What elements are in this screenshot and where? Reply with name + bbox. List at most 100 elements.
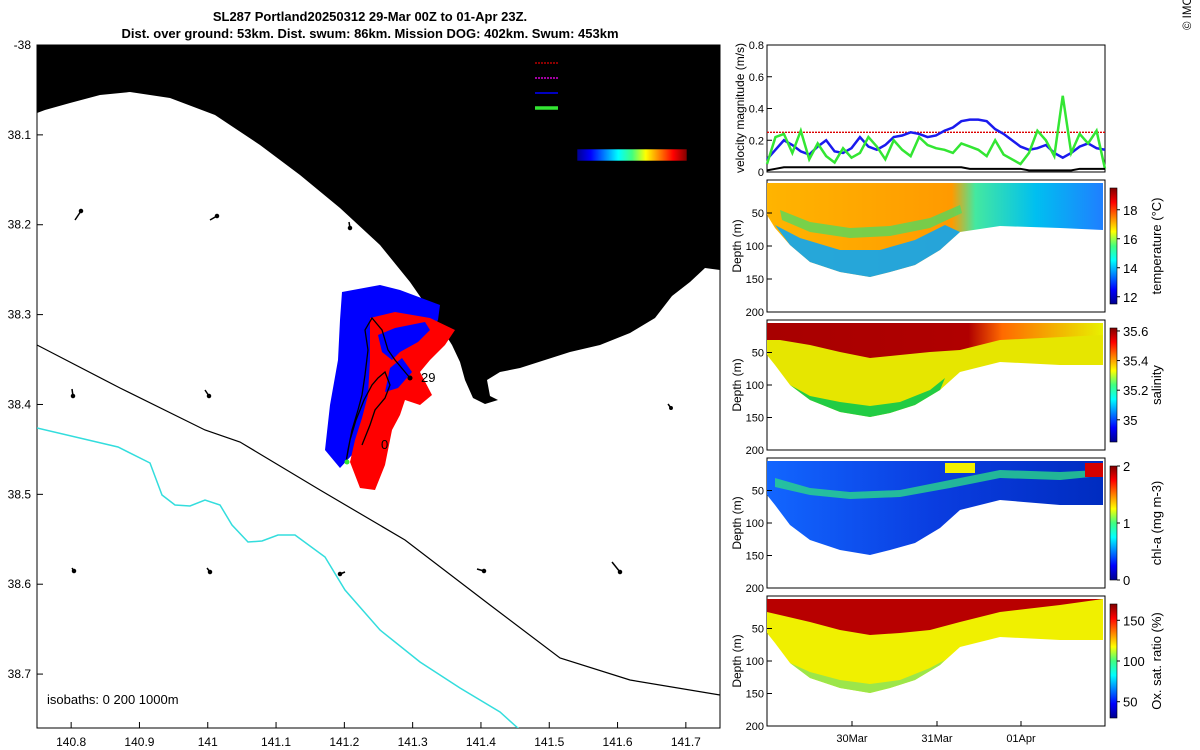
map-y-tick-label: 38.2 xyxy=(8,218,32,232)
chlorophyll-ylabel: Depth (m) xyxy=(730,496,744,549)
glider-end-marker xyxy=(344,459,350,465)
start-day-label: 29 xyxy=(421,370,435,385)
oxygen-colorbar-tick-label: 50 xyxy=(1123,695,1137,710)
velocity-y-tick-label: 0.4 xyxy=(749,104,764,116)
map-y-tick-label: -38 xyxy=(14,38,32,52)
oxygen-ylabel: Depth (m) xyxy=(730,634,744,687)
temperature-colorbar-tick-label: 18 xyxy=(1123,203,1137,218)
map-x-tick-label: 141.2 xyxy=(329,735,359,749)
oxygen-colorbar-tick-label: 150 xyxy=(1123,613,1145,628)
map-x-tick-label: 141.3 xyxy=(398,735,428,749)
geo-arrow xyxy=(71,567,77,574)
salinity-colorbar-tick-label: 35.4 xyxy=(1123,354,1148,369)
temperature-ylabel: Depth (m) xyxy=(730,219,744,272)
temperature-y-tick-label: 100 xyxy=(746,241,764,253)
chlorophyll-colorbar-label: chl-a (mg m-3) xyxy=(1149,481,1164,566)
map-x-tick-label: 140.8 xyxy=(56,735,86,749)
isobath-1000m xyxy=(37,427,519,728)
velocity-net-glider-series xyxy=(765,95,1107,170)
oxygen-colorbar-tick-label: 100 xyxy=(1123,654,1145,669)
legend-dive-avg-current: dive-avg current veloc. xyxy=(565,86,686,100)
map-y-tick-label: 38.6 xyxy=(8,577,32,591)
temperature-section-deep xyxy=(775,225,960,277)
salinity-ylabel: Depth (m) xyxy=(730,358,744,411)
map-colorbar xyxy=(576,148,688,162)
chlorophyll-max-layer xyxy=(775,470,1100,499)
salinity-colorbar-tick-label: 35 xyxy=(1123,413,1137,428)
geo-arrow xyxy=(206,567,213,575)
chlorophyll-colorbar xyxy=(1109,465,1118,581)
chlorophyll-mid-patch xyxy=(945,463,975,473)
geo-arrow xyxy=(667,403,673,410)
legend-gps-velocity: GPS surface velocity xyxy=(565,71,676,85)
figure-title-line1: SL287 Portland20250312 29-Mar 00Z to 01-… xyxy=(212,9,528,24)
temperature-mixed-layer xyxy=(780,205,962,238)
salinity-colorbar-tick-label: 35.2 xyxy=(1123,383,1148,398)
geo-arrow xyxy=(249,121,254,128)
glider-net-track xyxy=(345,316,411,463)
swim-vectors-blue-inner xyxy=(378,322,430,360)
geo-arrow xyxy=(337,571,346,577)
isobaths-label: isobaths: 0 200 1000m xyxy=(47,692,179,707)
chlorophyll-panel xyxy=(766,457,1106,589)
geo-arrow xyxy=(204,389,212,399)
swim-vectors-red xyxy=(350,312,455,490)
geo-arrow xyxy=(74,208,84,221)
map-colorbar-label: (m/s) xyxy=(613,131,643,146)
coastline-land xyxy=(37,45,720,404)
map-x-tick-label: 140.9 xyxy=(124,735,154,749)
map-y-tick-label: 38.7 xyxy=(8,667,32,681)
map-colorbar-tick: 0.4 xyxy=(659,167,676,181)
velocity-y-tick-label: 0.2 xyxy=(749,135,764,147)
map-x-tick-label: 141.7 xyxy=(671,735,701,749)
time-tick-label: 01Apr xyxy=(1006,733,1036,745)
legend-net-glider-velocity: net glider velocity xyxy=(565,101,658,115)
map-colorbar-tick: 0.2 xyxy=(619,167,636,181)
map-panel: 29 0 25 xyxy=(8,38,721,749)
temperature-y-tick-label: 150 xyxy=(746,274,764,286)
time-tick-label: 30Mar xyxy=(836,733,868,745)
salinity-y-tick-label: 200 xyxy=(746,445,764,457)
velocity-y-tick-label: 0.6 xyxy=(749,72,764,84)
salinity-colorbar xyxy=(1109,327,1118,443)
geo-arrow xyxy=(209,213,220,221)
chlorophyll-colorbar-tick-label: 1 xyxy=(1123,516,1130,531)
velocity-sfc-geo-series xyxy=(766,166,1105,172)
salinity-y-tick-label: 100 xyxy=(746,380,764,392)
chlorophyll-colorbar-tick-label: 2 xyxy=(1123,459,1130,474)
chlorophyll-colorbar-tick-label: 0 xyxy=(1123,573,1130,588)
map-y-tick-label: 38.1 xyxy=(8,128,32,142)
legend-swim-vector: 25cm/s swim vector xyxy=(565,56,670,70)
sfc-geo-velocity-arrows xyxy=(70,121,673,577)
velocity-panel: 0 0.2 0.4 0.6 0.8 velocity magnitude (m/s) xyxy=(733,40,1107,179)
temperature-colorbar-tick-label: 14 xyxy=(1123,261,1137,276)
temperature-colorbar-tick-label: 16 xyxy=(1123,232,1137,247)
oxygen-panel xyxy=(766,595,1106,727)
map-y-tick-label: 38.5 xyxy=(8,487,32,501)
oxygen-y-tick-label: 200 xyxy=(746,721,764,733)
oxygen-y-tick-label: 150 xyxy=(746,689,764,701)
map-colorbar-tick: 0 xyxy=(583,167,590,181)
chlorophyll-y-tick-label: 50 xyxy=(752,486,764,498)
map-y-tick-label: 38.3 xyxy=(8,308,32,322)
chlorophyll-y-tick-label: 200 xyxy=(746,583,764,595)
temperature-colorbar-tick-label: 12 xyxy=(1123,290,1137,305)
temperature-colorbar xyxy=(1109,187,1118,305)
map-y-ticks: -38 38.1 38.2 38.3 38.4 38.5 38.6 38.7 xyxy=(8,38,43,681)
oxygen-surface-high xyxy=(767,599,1103,635)
end-day-label: 0 xyxy=(381,437,388,452)
map-x-tick-label: 141.5 xyxy=(534,735,564,749)
velocity-ylabel: velocity magnitude (m/s) xyxy=(733,43,747,173)
geo-arrow xyxy=(347,221,353,231)
oxygen-colorbar xyxy=(1109,603,1118,719)
salinity-colorbar-tick-label: 35.6 xyxy=(1123,324,1148,339)
map-y-tick-label: 38.4 xyxy=(8,397,32,411)
time-tick-label: 31Mar xyxy=(921,733,953,745)
figure-title-line2: Dist. over ground: 53km. Dist. swum: 86k… xyxy=(121,26,619,41)
legend-sfc-geo-velocity: sfc geo. vel. 01-Apr-2025 xyxy=(565,116,699,130)
map-x-ticks: 140.8 140.9 141 141.1 141.2 141.3 141.4 141.5 14… xyxy=(56,722,701,749)
temperature-y-tick-label: 50 xyxy=(752,208,764,220)
temperature-panel xyxy=(766,179,1106,313)
velocity-y-tick-label: 0 xyxy=(758,167,764,179)
